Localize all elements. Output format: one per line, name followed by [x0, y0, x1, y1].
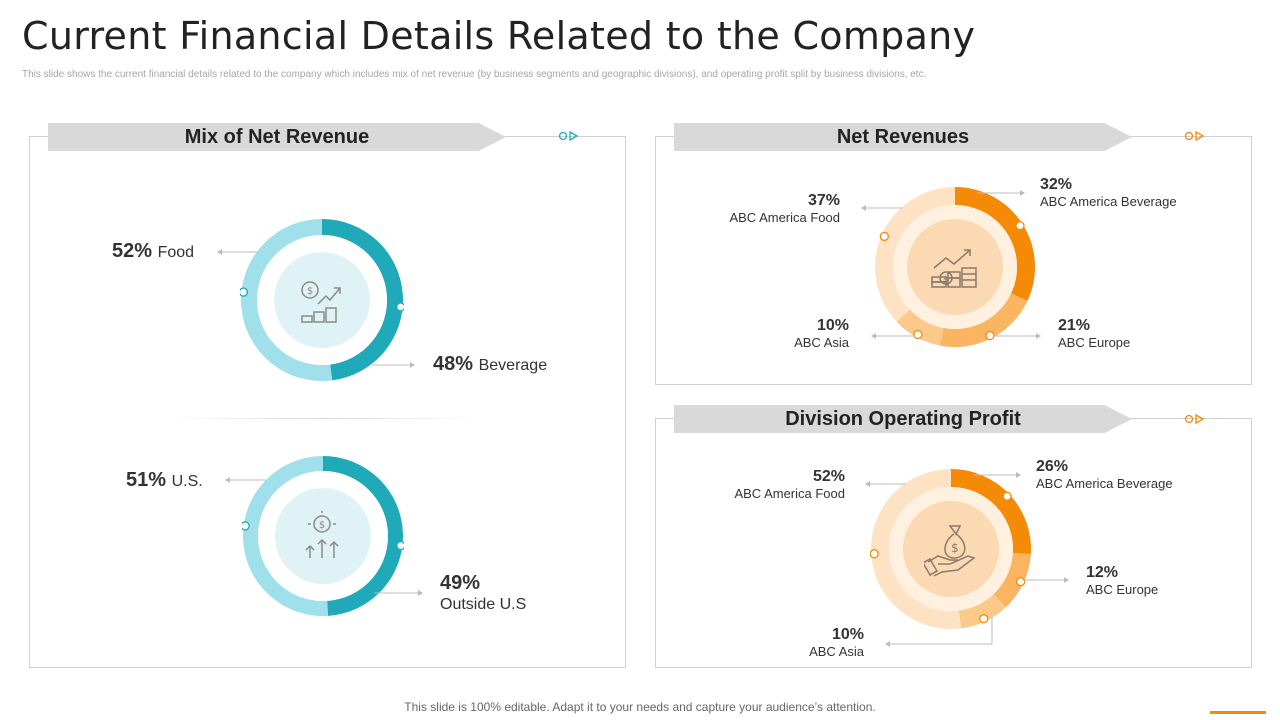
slice-marker-dot — [913, 329, 923, 340]
data-label-beverage: 48% Beverage — [433, 353, 547, 376]
money-bag-hand-icon: $ — [924, 525, 976, 577]
section-divider — [170, 418, 480, 419]
page-subtitle: This slide shows the current financial d… — [22, 69, 927, 80]
series-label: Food — [157, 244, 195, 261]
donut-slice-abc-europe — [993, 552, 1031, 608]
mix-net-revenue-heading: Mix of Net Revenue — [48, 123, 506, 151]
donut-slice-abc-america-beverage — [955, 187, 1035, 302]
donut-slice-abc-asia — [958, 594, 1006, 629]
value-label: 52% — [112, 240, 153, 262]
data-label-europe: 12% ABC Europe — [1086, 564, 1158, 598]
series-label: ABC Europe — [1058, 335, 1131, 350]
data-label-us: 51% U.S. — [126, 469, 203, 492]
series-label: ABC America Beverage — [1040, 194, 1177, 209]
value-label: 10% — [816, 317, 849, 334]
value-label: 48% — [433, 353, 474, 375]
series-label: U.S. — [171, 473, 203, 490]
slice-marker-dot — [240, 287, 249, 297]
net-revenues-heading: Net Revenues — [674, 123, 1132, 151]
donut-slice-abc-america-food — [875, 187, 955, 322]
data-label-food: 52% Food — [112, 240, 194, 263]
data-label-america-beverage: 32% ABC America Beverage — [1040, 176, 1177, 210]
play-connector-icon — [1184, 130, 1205, 142]
series-label: ABC Asia — [809, 644, 864, 659]
donut-chart-division-operating-profit — [870, 469, 1031, 629]
donut-center — [903, 501, 999, 597]
page-title: Current Financial Details Related to the… — [22, 14, 976, 58]
slice-marker-dot — [1002, 491, 1012, 501]
donut-slice-abc-america-beverage — [951, 469, 1031, 555]
donut-center — [275, 488, 371, 584]
data-label-asia: 10% ABC Asia — [764, 626, 864, 660]
slice-marker-dot — [1015, 221, 1025, 231]
value-label: 12% — [1086, 564, 1119, 581]
slice-marker-dot — [242, 521, 250, 531]
series-label: ABC Asia — [794, 335, 849, 350]
data-label-america-food: 52% ABC America Food — [705, 468, 845, 502]
data-label-europe: 21% ABC Europe — [1058, 317, 1130, 351]
revenue-growth-icon: $ — [931, 249, 977, 288]
slice-marker-dot — [396, 302, 404, 312]
series-label: Outside U.S — [440, 596, 527, 613]
donut-center — [907, 219, 1003, 315]
donut-chart-us-outside — [242, 456, 404, 616]
data-label-outside-us: 49% Outside U.S — [440, 572, 526, 616]
value-label: 49% — [440, 572, 481, 594]
play-connector-icon — [1184, 413, 1205, 425]
series-label: ABC America Food — [729, 210, 840, 225]
value-label: 32% — [1040, 176, 1073, 193]
donut-slice-u-s- — [242, 456, 329, 616]
footer-note: This slide is 100% editable. Adapt it to… — [404, 700, 876, 714]
division-operating-profit-heading: Division Operating Profit — [674, 405, 1132, 433]
slice-marker-dot — [979, 614, 989, 624]
data-label-asia: 10% ABC Asia — [749, 317, 849, 351]
slice-marker-dot — [396, 540, 404, 551]
donut-slice-outside-u-s — [323, 456, 403, 616]
donut-slice-beverage — [322, 219, 404, 381]
slice-marker-dot — [985, 330, 995, 341]
accent-line — [1210, 711, 1266, 714]
svg-text:$: $ — [951, 541, 959, 555]
play-connector-icon — [558, 130, 579, 142]
svg-text:$: $ — [319, 520, 325, 531]
value-label: 37% — [807, 192, 840, 209]
value-label: 52% — [812, 468, 845, 485]
value-label: 51% — [126, 469, 167, 491]
donut-slice-abc-europe — [940, 293, 1028, 347]
donut-slice-abc-asia — [896, 309, 944, 346]
svg-text:$: $ — [943, 275, 949, 285]
svg-text:$: $ — [307, 286, 313, 297]
data-label-america-food: 37% ABC America Food — [700, 192, 840, 226]
value-label: 21% — [1058, 317, 1091, 334]
slice-marker-dot — [870, 549, 879, 559]
money-growth-icon: $ — [301, 281, 341, 323]
dollar-growth-arrows-icon: $ — [305, 511, 339, 558]
slice-marker-dot — [879, 231, 889, 242]
data-label-america-beverage: 26% ABC America Beverage — [1036, 458, 1173, 492]
value-label: 10% — [831, 626, 864, 643]
donut-chart-net-revenues — [875, 187, 1035, 347]
series-label: ABC America Beverage — [1036, 476, 1173, 491]
donut-slice-food — [241, 219, 333, 381]
donut-slice-abc-america-food — [870, 469, 962, 629]
series-label: ABC Europe — [1086, 582, 1159, 597]
value-label: 26% — [1036, 458, 1069, 475]
series-label: Beverage — [478, 357, 548, 374]
series-label: ABC America Food — [734, 486, 845, 501]
